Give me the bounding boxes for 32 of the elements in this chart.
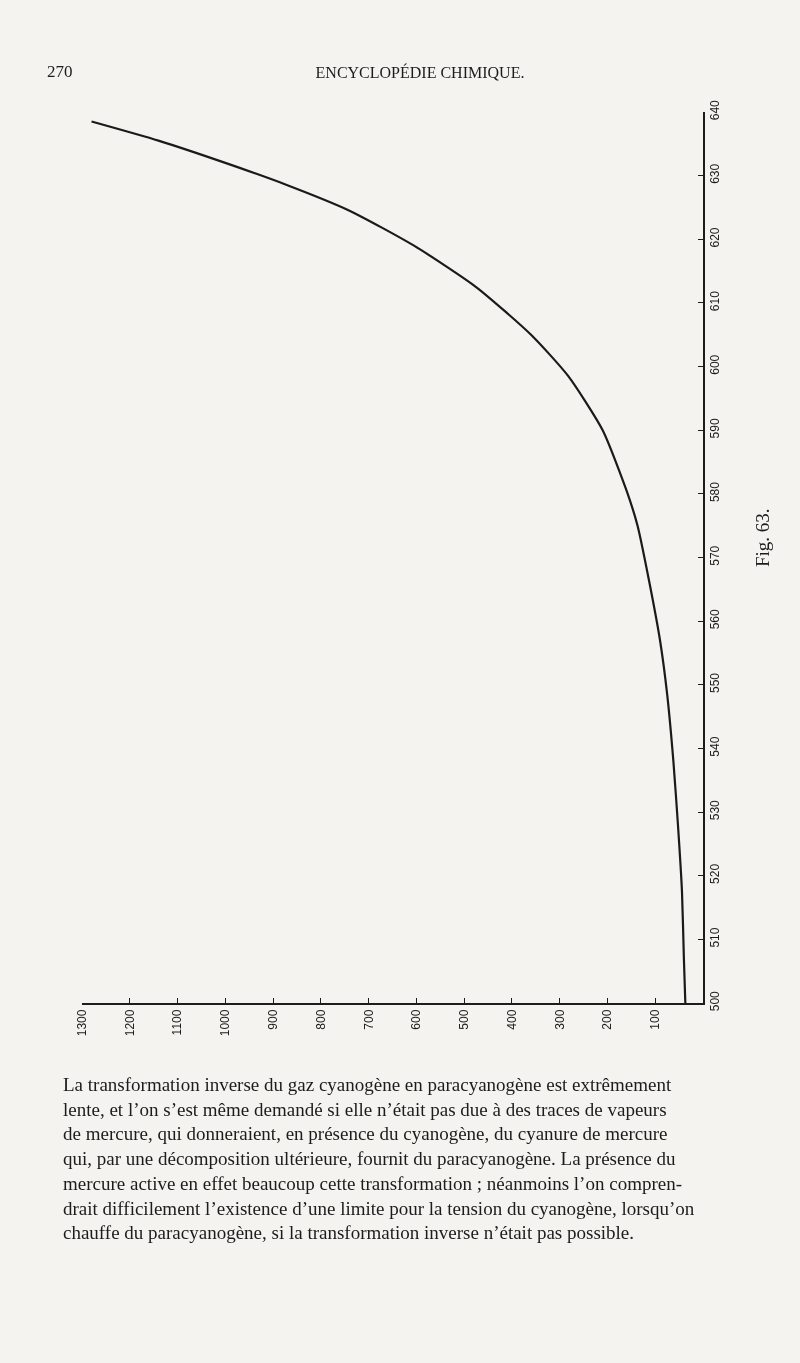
y-tick-label: 560 [708, 609, 723, 630]
x-tick-label: 400 [504, 1009, 519, 1030]
y-tick-label: 500 [708, 990, 723, 1012]
y-tick-label: 510 [708, 927, 723, 948]
x-tick-label: 1100 [170, 1009, 185, 1036]
x-tick-label: 200 [600, 1009, 615, 1030]
x-tick-label: 800 [313, 1009, 328, 1030]
x-tick-label: 100 [648, 1009, 663, 1030]
text: 270 [47, 62, 73, 81]
chart-title: ENCYCLOPÉDIE CHIMIQUE. [315, 62, 525, 81]
y-tick-label: 600 [708, 354, 723, 375]
y-tick-label: 590 [708, 418, 723, 439]
y-tick-label: 540 [708, 736, 723, 757]
x-tick-label: 1300 [74, 1009, 89, 1037]
y-tick-label: 520 [708, 863, 723, 884]
x-tick-label: 700 [361, 1009, 376, 1030]
y-tick-label: 620 [708, 227, 723, 248]
y-tick-label: 630 [708, 163, 723, 184]
caption: Fig. 63. [752, 508, 773, 567]
x-tick-label: 500 [457, 1009, 472, 1030]
x-tick-label: 1000 [218, 1009, 233, 1037]
y-tick-label: 570 [708, 545, 723, 566]
x-tick-label: 300 [552, 1009, 567, 1030]
x-tick-label: 900 [265, 1009, 280, 1030]
x-tick-label: 600 [409, 1009, 424, 1030]
y-tick-label: 550 [708, 672, 723, 694]
y-tick-label: 530 [708, 799, 723, 821]
y-tick-label: 610 [708, 290, 723, 312]
y-tick-label: 640 [708, 99, 723, 121]
y-tick-label: 580 [708, 481, 723, 503]
text: La transformation inverse du gaz cyanogène en paracyanogène est extrêmement lente, et l’on s’est même demandé si elle n’était pas due à des traces de vapeurs de mercure, qui donneraient, en présence du cyanogène, du cyanure de mercure qui, par une décomposition ultérieure, fournit du paracyanogène. La présence du mercure active en effet beaucoup cette transformation ; néanmoins l’on compren- drait difficilement l’existence d’une limite pour la tension du cyanogène, lorsqu’on chauffe du paracyanogène, si la transformation inverse n’était pas possible. [63, 1074, 695, 1244]
x-tick-label: 1200 [122, 1009, 137, 1037]
